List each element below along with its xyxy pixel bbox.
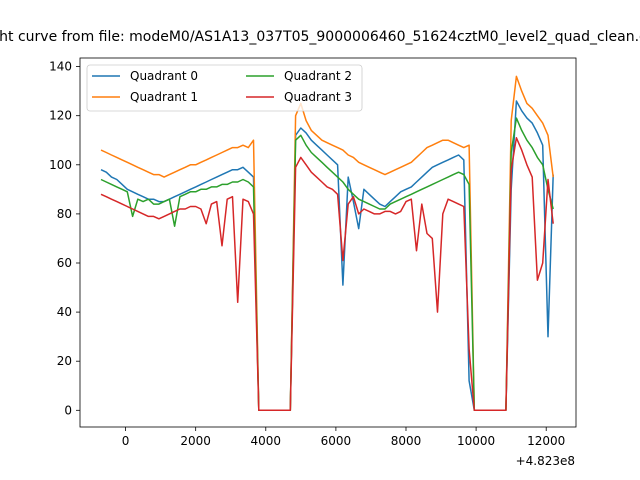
x-tick-label: 6000: [321, 434, 352, 448]
y-tick-label: 100: [49, 158, 72, 172]
y-tick-label: 140: [49, 60, 72, 74]
plot-frame: [79, 57, 577, 428]
legend-label-3: Quadrant 3: [284, 90, 352, 104]
x-tick-label: 12000: [527, 434, 565, 448]
x-tick-label: 2000: [180, 434, 211, 448]
legend-label-1: Quadrant 1: [130, 90, 198, 104]
chart-title: Light curve from file: modeM0/AS1A13_037…: [0, 29, 640, 45]
y-tick-label: 80: [57, 207, 72, 221]
x-tick-label: 8000: [391, 434, 422, 448]
plot-area: [80, 58, 576, 427]
y-tick-label: 0: [64, 403, 72, 417]
legend-label-0: Quadrant 0: [130, 69, 198, 83]
series-line-3: [100, 137, 554, 412]
axes-layer: 0 2000 4000 6000 8000 10000 12000 0 20 40 60 80 100 1…: [49, 60, 565, 448]
y-tick-label: 20: [57, 354, 72, 368]
x-offset-label: +4.823e8: [516, 454, 575, 468]
legend-label-2: Quadrant 2: [284, 69, 352, 83]
x-tick-label: 4000: [251, 434, 282, 448]
legend-box: [86, 64, 363, 112]
x-tick-label: 0: [122, 434, 130, 448]
y-tick-label: 40: [57, 305, 72, 319]
series-layer: [100, 75, 554, 412]
y-tick-label: 60: [57, 256, 72, 270]
x-tick-label: 10000: [457, 434, 495, 448]
y-tick-label: 120: [49, 109, 72, 123]
legend: Quadrant 0 Quadrant 1 Quadrant 2 Quadrant 3: [86, 64, 363, 112]
